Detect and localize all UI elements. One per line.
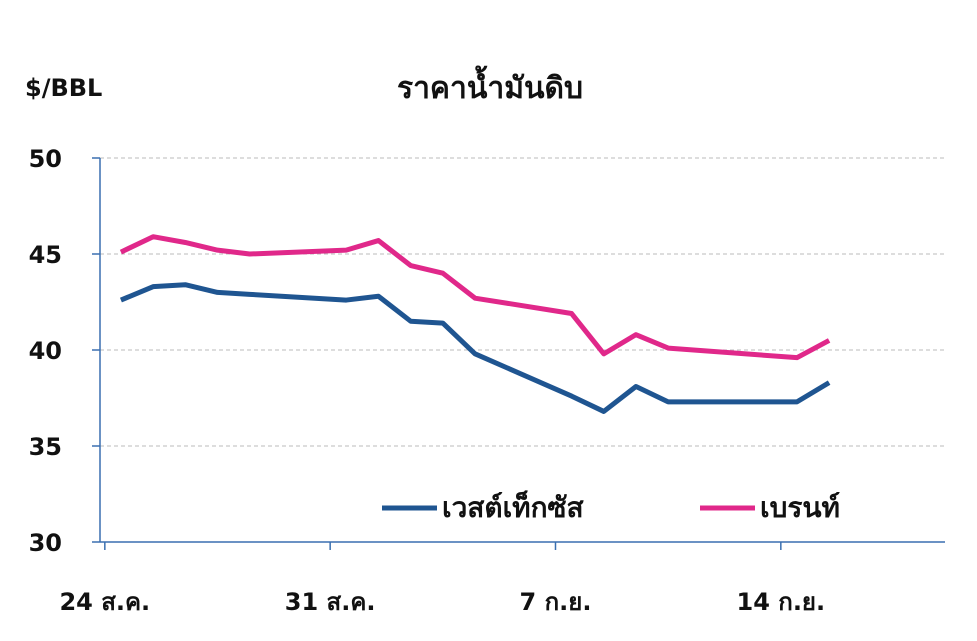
x-tick-label: 7 ก.ย. — [520, 588, 592, 616]
y-axis-label: $/BBL — [25, 74, 102, 102]
x-tick-label: 24 ส.ค. — [59, 588, 150, 616]
y-tick-label: 30 — [29, 529, 62, 557]
chart-title: ราคาน้ำมันดิบ — [397, 65, 583, 106]
y-tick-label: 40 — [29, 337, 62, 365]
y-tick-label: 50 — [29, 145, 62, 173]
series-line — [119, 282, 831, 414]
legend-label: เวสต์เท็กซัส — [442, 490, 585, 524]
x-tick-label: 31 ส.ค. — [285, 588, 376, 616]
x-tick-label: 14 ก.ย. — [737, 588, 826, 616]
y-tick-label: 45 — [29, 241, 62, 269]
legend-label: เบรนท์ — [760, 491, 840, 524]
y-tick-label: 35 — [29, 433, 62, 461]
series-line — [119, 234, 831, 361]
